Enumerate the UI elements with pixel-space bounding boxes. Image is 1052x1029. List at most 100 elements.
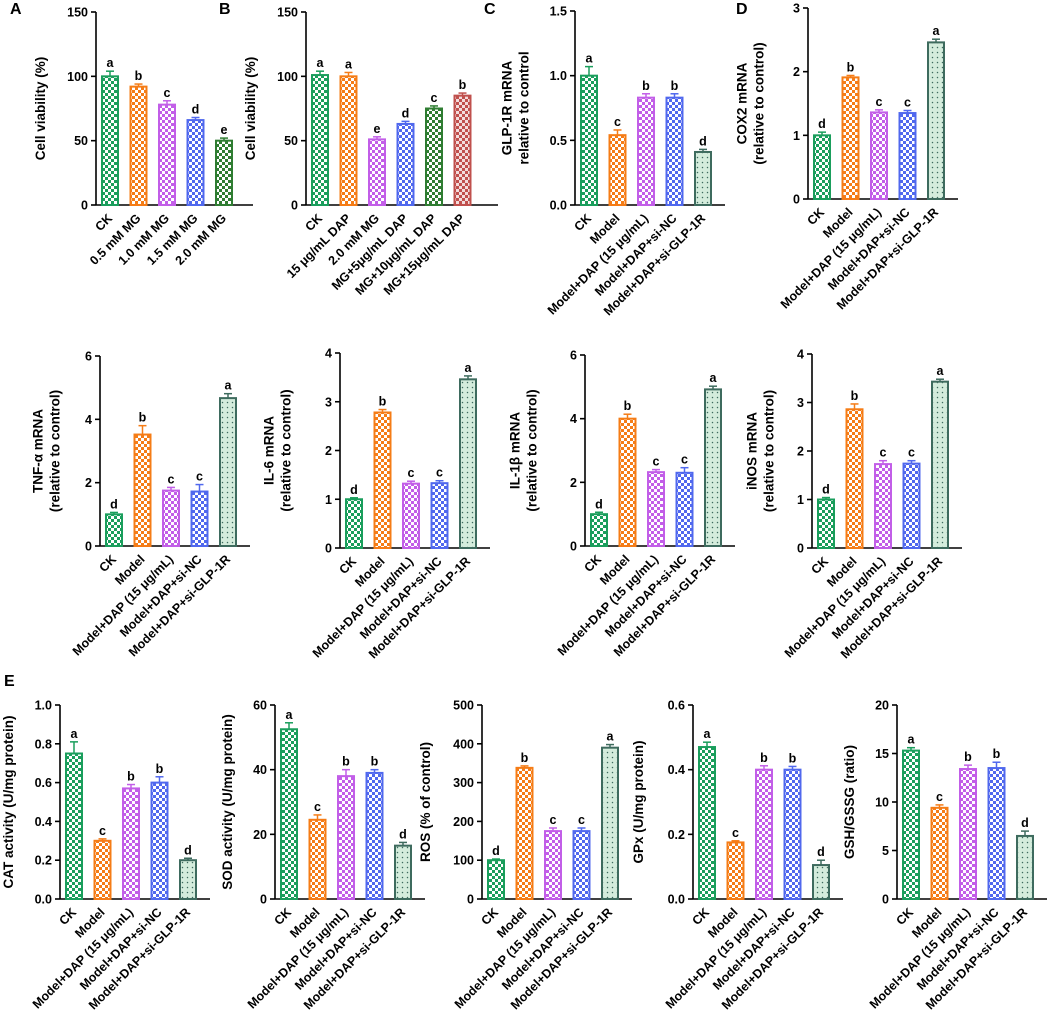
bar <box>430 482 449 550</box>
bar <box>158 103 176 206</box>
category-label: CK <box>689 905 712 928</box>
y-tick-label: 0 <box>260 893 267 907</box>
bar <box>698 746 716 900</box>
bar <box>870 111 888 200</box>
significance-letter: b <box>671 79 679 93</box>
y-tick-label: 3 <box>793 2 800 16</box>
significance-letter: d <box>192 103 200 117</box>
bar <box>902 749 920 901</box>
significance-letter: b <box>342 755 350 769</box>
significance-letter: a <box>607 730 615 744</box>
significance-letter: a <box>107 56 115 70</box>
panel-letter: E <box>4 673 15 690</box>
significance-letter: b <box>521 751 529 765</box>
bar <box>339 75 358 207</box>
panel-letter: D <box>736 1 748 18</box>
bar <box>93 839 112 900</box>
y-tick-label: 0 <box>882 893 889 907</box>
bar <box>337 775 355 901</box>
bar <box>219 397 237 547</box>
bar <box>396 122 415 206</box>
y-tick-label: 0.0 <box>550 199 567 213</box>
significance-letter: c <box>936 790 943 804</box>
significance-letter: a <box>71 727 79 741</box>
y-tick-label: 100 <box>67 70 88 84</box>
significance-letter: c <box>904 96 911 110</box>
bar <box>783 768 802 901</box>
y-tick-label: 60 <box>253 699 267 713</box>
bar <box>845 408 864 550</box>
significance-letter: c <box>876 95 883 109</box>
significance-letter: b <box>139 411 147 425</box>
bar <box>186 119 205 206</box>
bar <box>345 498 363 549</box>
significance-letter: c <box>653 455 660 469</box>
significance-letter: d <box>402 106 410 120</box>
bar <box>65 752 83 900</box>
significance-letter: a <box>225 379 233 393</box>
significance-letter: c <box>196 470 203 484</box>
bar <box>618 417 637 547</box>
y-tick-label: 100 <box>453 854 474 868</box>
bar <box>280 728 298 900</box>
category-label: CK <box>271 905 294 928</box>
bar <box>927 41 945 200</box>
significance-letter: c <box>908 446 915 460</box>
y-tick-label: 4 <box>85 413 92 427</box>
bar <box>608 134 627 206</box>
bar <box>311 74 329 207</box>
significance-letter: b <box>156 762 164 776</box>
bar <box>179 859 197 901</box>
bar <box>365 771 384 901</box>
y-tick-label: 200 <box>453 815 474 829</box>
y-tick-label: 150 <box>67 6 88 20</box>
significance-letter: d <box>184 843 192 857</box>
y-tick-label: 0.4 <box>35 815 52 829</box>
bar <box>215 139 233 207</box>
bar <box>813 134 831 200</box>
category-label: CK <box>92 211 115 234</box>
y-tick-label: 150 <box>277 6 298 20</box>
significance-letter: d <box>350 483 358 497</box>
bar <box>402 482 420 549</box>
y-tick-label: 300 <box>453 776 474 790</box>
y-axis-label: Cell viability (%) <box>243 57 258 161</box>
bar <box>150 781 169 900</box>
significance-letter: c <box>314 800 321 814</box>
bar <box>874 463 892 549</box>
y-axis-label: relative to control <box>517 51 532 164</box>
significance-letter: a <box>704 727 712 741</box>
y-tick-label: 4 <box>797 348 804 362</box>
significance-letter: b <box>379 395 387 409</box>
y-tick-label: 5 <box>882 844 889 858</box>
y-tick-label: 20 <box>875 699 889 713</box>
category-label: CK <box>893 905 916 928</box>
bar <box>487 859 505 901</box>
significance-letter: a <box>345 57 353 71</box>
y-axis-label: SOD activity (U/mg protein) <box>220 714 235 890</box>
y-axis-label: GSH/GSSG (ratio) <box>842 745 857 859</box>
bar <box>704 388 722 547</box>
significance-letter: c <box>732 826 739 840</box>
bar <box>515 766 534 901</box>
y-tick-label: 50 <box>74 134 88 148</box>
bar <box>572 830 591 900</box>
y-axis-label: CAT activity (U/mg protein) <box>1 715 16 888</box>
significance-letter: a <box>317 56 325 70</box>
y-tick-label: 0.4 <box>668 763 685 777</box>
y-tick-label: 0.5 <box>550 134 567 148</box>
significance-letter: b <box>624 399 632 413</box>
y-tick-label: 4 <box>570 412 577 426</box>
y-tick-label: 0 <box>85 540 92 554</box>
significance-letter: c <box>681 453 688 467</box>
significance-letter: c <box>164 86 171 100</box>
category-label: CK <box>804 205 827 228</box>
bar <box>601 746 619 900</box>
bar <box>675 471 694 547</box>
